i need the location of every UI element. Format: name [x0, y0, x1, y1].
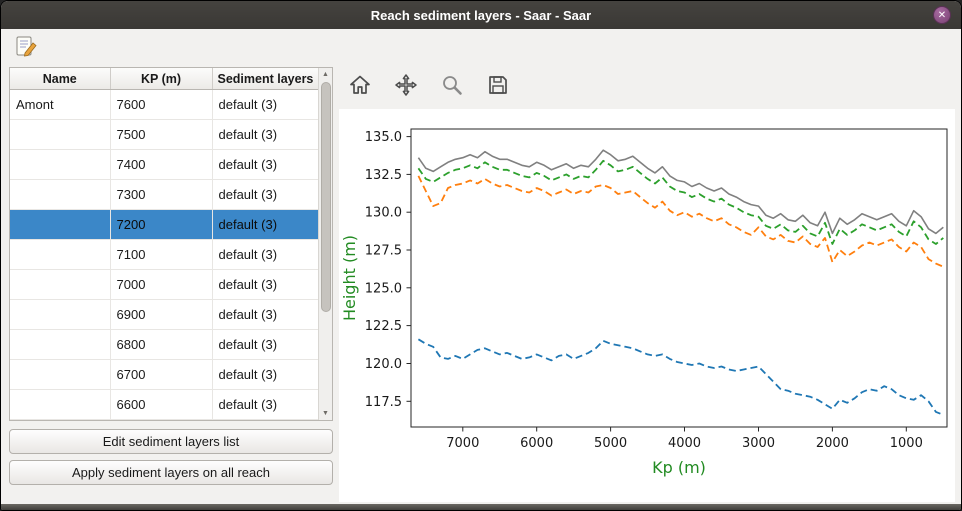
window-bottom-edge	[1, 504, 961, 510]
home-icon[interactable]	[345, 71, 375, 101]
cell-name[interactable]	[10, 299, 111, 330]
svg-text:4000: 4000	[668, 436, 701, 451]
top-toolbar	[1, 29, 961, 63]
table-row[interactable]: 6800 default (3)	[10, 329, 319, 360]
svg-text:132.5: 132.5	[365, 168, 402, 183]
cell-kp[interactable]: 7000	[110, 269, 213, 300]
scroll-down-arrow[interactable]: ▼	[322, 410, 329, 417]
table-row[interactable]: 7100 default (3)	[10, 239, 319, 270]
cell-layers[interactable]: default (3)	[212, 329, 319, 360]
cell-name[interactable]	[10, 239, 111, 270]
pan-icon[interactable]	[391, 71, 421, 101]
cell-kp[interactable]: 7500	[110, 119, 213, 150]
cell-kp[interactable]: 7200	[110, 209, 213, 240]
cell-name[interactable]	[10, 119, 111, 150]
svg-text:117.5: 117.5	[365, 395, 402, 410]
svg-text:6000: 6000	[520, 436, 553, 451]
cell-layers[interactable]: default (3)	[212, 179, 319, 210]
cell-kp[interactable]: 6800	[110, 329, 213, 360]
table-row[interactable]: 6700 default (3)	[10, 359, 319, 390]
cell-name[interactable]	[10, 329, 111, 360]
svg-text:127.5: 127.5	[365, 244, 402, 259]
svg-text:120.0: 120.0	[365, 357, 402, 372]
cell-layers[interactable]: default (3)	[212, 119, 319, 150]
cell-name[interactable]	[10, 179, 111, 210]
table-row[interactable]: 7500 default (3)	[10, 119, 319, 150]
profile-chart[interactable]: 7000 6000 5000 4000 3000 2000 1000 135.0 132.5 13…	[339, 109, 955, 502]
cell-layers[interactable]: default (3)	[212, 299, 319, 330]
cell-name[interactable]	[10, 149, 111, 180]
table-row[interactable]: 7000 default (3)	[10, 269, 319, 300]
svg-text:1000: 1000	[890, 436, 923, 451]
cell-name[interactable]	[10, 389, 111, 420]
table-row[interactable]: Amont 7600 default (3)	[10, 89, 319, 120]
table-row[interactable]: 7400 default (3)	[10, 149, 319, 180]
svg-text:Height (m): Height (m)	[340, 235, 359, 321]
scroll-up-arrow[interactable]: ▲	[322, 71, 329, 78]
table-header-row: Name KP (m) Sediment layers	[10, 68, 319, 90]
sediment-table: Name KP (m) Sediment layers Amont 7600 def…	[9, 67, 333, 421]
cell-layers[interactable]: default (3)	[212, 239, 319, 270]
svg-text:130.0: 130.0	[365, 206, 402, 221]
titlebar[interactable]: Reach sediment layers - Saar - Saar ✕	[1, 1, 961, 30]
cell-kp[interactable]: 7600	[110, 89, 213, 120]
reach-profiles-table[interactable]: Name KP (m) Sediment layers Amont 7600 def…	[10, 68, 319, 420]
cell-kp[interactable]: 6600	[110, 389, 213, 420]
cell-layers[interactable]: default (3)	[212, 359, 319, 390]
cell-kp[interactable]: 7100	[110, 239, 213, 270]
svg-text:125.0: 125.0	[365, 281, 402, 296]
chart-canvas[interactable]: 7000 6000 5000 4000 3000 2000 1000 135.0 132.5 13…	[339, 109, 955, 502]
svg-text:122.5: 122.5	[365, 319, 402, 334]
apply-sediment-layers-button[interactable]: Apply sediment layers on all reach	[9, 460, 333, 485]
svg-text:135.0: 135.0	[365, 130, 402, 145]
header-name[interactable]: Name	[10, 68, 111, 90]
plot-toolbar	[345, 71, 513, 101]
save-icon[interactable]	[483, 71, 513, 101]
svg-text:5000: 5000	[594, 436, 627, 451]
cell-name[interactable]	[10, 269, 111, 300]
cell-layers[interactable]: default (3)	[212, 269, 319, 300]
cell-name[interactable]	[10, 359, 111, 390]
cell-name[interactable]: Amont	[10, 89, 111, 120]
svg-text:7000: 7000	[446, 436, 479, 451]
svg-text:3000: 3000	[742, 436, 775, 451]
header-sediment-layers[interactable]: Sediment layers	[212, 68, 319, 90]
scrollbar-thumb[interactable]	[321, 82, 331, 312]
window-title: Reach sediment layers - Saar - Saar	[370, 7, 592, 23]
edit-notes-icon	[16, 36, 37, 57]
cell-kp[interactable]: 6700	[110, 359, 213, 390]
cell-kp[interactable]: 7300	[110, 179, 213, 210]
svg-text:Kp (m): Kp (m)	[652, 458, 706, 477]
table-scrollbar[interactable]: ▲ ▼	[318, 68, 332, 420]
zoom-icon[interactable]	[437, 71, 467, 101]
cell-layers[interactable]: default (3)	[212, 149, 319, 180]
edit-sediment-layers-button[interactable]: Edit sediment layers list	[9, 429, 333, 454]
table-row[interactable]: 7200 default (3)	[10, 209, 319, 240]
cell-layers[interactable]: default (3)	[212, 89, 319, 120]
close-button[interactable]: ✕	[933, 6, 951, 24]
edit-sediment-list-icon[interactable]	[13, 33, 39, 59]
cell-layers[interactable]: default (3)	[212, 389, 319, 420]
header-kp[interactable]: KP (m)	[110, 68, 213, 90]
table-row[interactable]: 6600 default (3)	[10, 389, 319, 420]
cell-kp[interactable]: 7400	[110, 149, 213, 180]
svg-text:2000: 2000	[816, 436, 849, 451]
cell-name[interactable]	[10, 209, 111, 240]
cell-kp[interactable]: 6900	[110, 299, 213, 330]
cell-layers[interactable]: default (3)	[212, 209, 319, 240]
table-row[interactable]: 6900 default (3)	[10, 299, 319, 330]
table-row[interactable]: 7300 default (3)	[10, 179, 319, 210]
